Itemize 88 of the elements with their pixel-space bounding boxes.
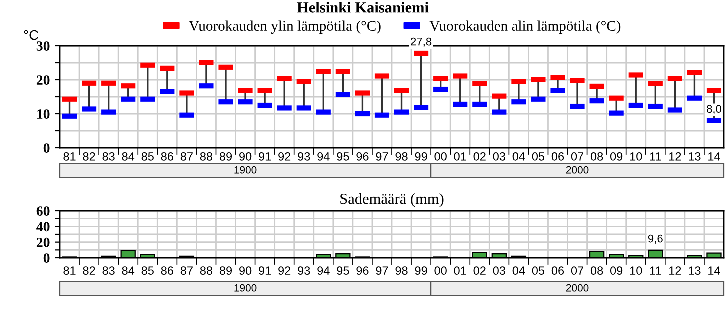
chart-title: Helsinki Kaisaniemi bbox=[297, 2, 429, 13]
x-tick-label: 95 bbox=[337, 266, 350, 276]
x-tick-label: 82 bbox=[83, 266, 96, 276]
x-tick-label: 03 bbox=[493, 152, 506, 161]
x-tick-label: 98 bbox=[396, 152, 408, 161]
x-tick-label: 81 bbox=[64, 266, 76, 276]
x-tick-label: 13 bbox=[689, 152, 701, 161]
x-tick-label: 91 bbox=[259, 266, 272, 276]
x-tick-label: 10 bbox=[630, 266, 642, 276]
x-tick-label: 99 bbox=[415, 266, 428, 276]
x-tick-label: 07 bbox=[571, 152, 584, 161]
x-tick-label: 10 bbox=[630, 152, 642, 161]
y-tick-label: 10 bbox=[38, 110, 50, 119]
x-tick-label: 89 bbox=[220, 266, 232, 276]
x-tick-label: 95 bbox=[337, 152, 350, 161]
x-tick-label: 96 bbox=[356, 266, 369, 276]
x-tick-label: 99 bbox=[415, 152, 428, 161]
y-tick-label: 30 bbox=[36, 42, 50, 51]
x-tick-label: 06 bbox=[552, 266, 564, 276]
x-tick-label: 93 bbox=[298, 152, 310, 161]
x-tick-label: 05 bbox=[532, 266, 545, 276]
x-tick-label: 97 bbox=[376, 266, 388, 276]
y-tick-label: 60 bbox=[36, 206, 50, 216]
x-tick-label: 03 bbox=[493, 266, 506, 276]
x-tick-label: 01 bbox=[454, 152, 466, 161]
x-tick-label: 04 bbox=[512, 152, 526, 161]
x-tick-label: 86 bbox=[161, 152, 174, 161]
x-tick-label: 88 bbox=[200, 266, 213, 276]
y-tick-label: 40 bbox=[36, 222, 50, 232]
x-tick-label: 82 bbox=[83, 152, 96, 161]
text: 2000 bbox=[566, 284, 589, 292]
x-tick-label: 01 bbox=[454, 266, 466, 276]
x-tick-label: 08 bbox=[590, 266, 604, 276]
x-tick-label: 06 bbox=[552, 152, 564, 161]
x-tick-label: 86 bbox=[161, 266, 174, 276]
x-tick-label: 84 bbox=[122, 152, 135, 161]
x-tick-label: 92 bbox=[278, 266, 291, 276]
x-tick-label: 93 bbox=[298, 266, 310, 276]
x-tick-label: 84 bbox=[122, 266, 135, 276]
y-tick-label: 20 bbox=[36, 76, 50, 85]
x-tick-label: 92 bbox=[278, 152, 291, 161]
x-tick-label: 02 bbox=[474, 152, 486, 161]
x-tick-label: 87 bbox=[180, 152, 193, 161]
legend-label: Vuorokauden alin lämpötila (°C) bbox=[430, 20, 621, 34]
x-tick-label: 88 bbox=[200, 152, 213, 161]
x-tick-label: 97 bbox=[376, 152, 388, 161]
x-tick-label: 85 bbox=[142, 152, 154, 161]
x-tick-label: 83 bbox=[102, 266, 115, 276]
data-label: 9,6 bbox=[648, 234, 663, 244]
x-tick-label: 11 bbox=[650, 152, 662, 161]
x-tick-label: 09 bbox=[610, 266, 623, 276]
x-tick-label: 11 bbox=[650, 266, 662, 275]
x-tick-label: 81 bbox=[64, 152, 76, 161]
x-tick-label: 14 bbox=[708, 152, 720, 161]
data-label: 8,0 bbox=[706, 105, 722, 114]
x-tick-label: 08 bbox=[590, 152, 604, 161]
x-tick-label: 85 bbox=[142, 266, 154, 276]
x-tick-label: 89 bbox=[220, 152, 232, 161]
x-tick-label: 87 bbox=[180, 266, 193, 276]
x-tick-label: 00 bbox=[434, 266, 447, 276]
x-tick-label: 91 bbox=[259, 152, 272, 161]
x-tick-label: 96 bbox=[356, 152, 369, 161]
x-tick-label: 00 bbox=[434, 152, 447, 161]
x-tick-label: 90 bbox=[240, 152, 252, 161]
x-tick-label: 12 bbox=[670, 152, 682, 161]
x-tick-label: 13 bbox=[689, 266, 701, 276]
x-tick-label: 09 bbox=[610, 152, 623, 161]
text: 1900 bbox=[234, 166, 257, 174]
x-tick-label: 05 bbox=[532, 152, 545, 161]
text: 1900 bbox=[234, 284, 257, 292]
x-tick-label: 98 bbox=[396, 266, 408, 276]
legend-label: Vuorokauden ylin lämpötila (°C) bbox=[189, 20, 381, 34]
x-tick-label: 14 bbox=[708, 266, 720, 275]
x-tick-label: 94 bbox=[318, 152, 330, 161]
x-tick-label: 83 bbox=[102, 152, 115, 161]
x-tick-label: 12 bbox=[670, 266, 682, 275]
x-tick-label: 94 bbox=[318, 266, 330, 276]
y-tick-label: 20 bbox=[36, 238, 50, 248]
x-tick-label: 04 bbox=[512, 266, 526, 276]
x-tick-label: 07 bbox=[571, 266, 584, 276]
y-axis-title: °C bbox=[24, 30, 39, 40]
chart-title: Sademäärä (mm) bbox=[340, 193, 444, 208]
y-tick-label: 0 bbox=[44, 254, 50, 263]
y-tick-label: 0 bbox=[44, 144, 50, 153]
x-tick-label: 02 bbox=[474, 266, 486, 276]
text: 2000 bbox=[566, 166, 589, 174]
x-tick-label: 90 bbox=[240, 266, 252, 276]
data-label: 27,8 bbox=[411, 38, 432, 48]
